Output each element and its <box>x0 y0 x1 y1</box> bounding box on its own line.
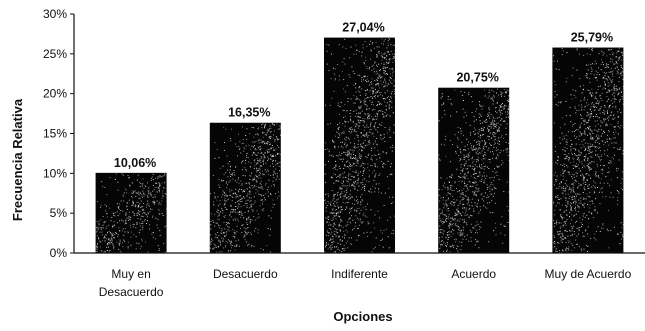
bar <box>209 122 282 254</box>
x-axis-title: Opciones <box>333 309 392 324</box>
bar <box>552 47 625 254</box>
bar-value-label: 25,79% <box>571 31 613 45</box>
bar-value-label: 10,06% <box>114 156 156 170</box>
x-axis-labels: Muy en Desacuerdo Desacuerdo Indiferente Acu… <box>99 267 632 299</box>
x-tick-label: Muy en <box>111 267 150 281</box>
bar-value-label: 20,75% <box>456 71 498 85</box>
bar-value-label: 27,04% <box>342 21 384 35</box>
y-tick-label: 30% <box>43 7 67 21</box>
y-tick-label: 10% <box>43 166 67 180</box>
y-tick-label: 15% <box>43 127 67 141</box>
bars-group <box>95 37 625 254</box>
bar <box>95 172 168 254</box>
x-tick-label: Desacuerdo <box>99 285 164 299</box>
y-tick-label: 0% <box>50 246 68 260</box>
x-tick-label: Muy de Acuerdo <box>545 267 632 281</box>
bar-rect <box>95 172 167 253</box>
y-axis-title: Frecuencia Relativa <box>10 98 25 221</box>
bar <box>324 37 396 254</box>
x-tick-label: Indiferente <box>331 267 388 281</box>
x-tick-label: Acuerdo <box>451 267 496 281</box>
x-tick-label: Desacuerdo <box>213 267 278 281</box>
data-labels: 10,06% 16,35% 27,04% 20,75% 25,79% <box>114 21 613 170</box>
bar-value-label: 16,35% <box>228 106 270 120</box>
y-axis-ticks: 0% 5% 10% 15% 20% 25% 30% <box>43 7 74 260</box>
bar-rect <box>438 87 510 253</box>
y-tick-label: 5% <box>50 206 68 220</box>
y-tick-label: 20% <box>43 87 67 101</box>
bar-rect <box>324 37 395 254</box>
y-tick-label: 25% <box>43 47 67 61</box>
bar-rect <box>209 122 281 254</box>
bar <box>438 87 511 254</box>
